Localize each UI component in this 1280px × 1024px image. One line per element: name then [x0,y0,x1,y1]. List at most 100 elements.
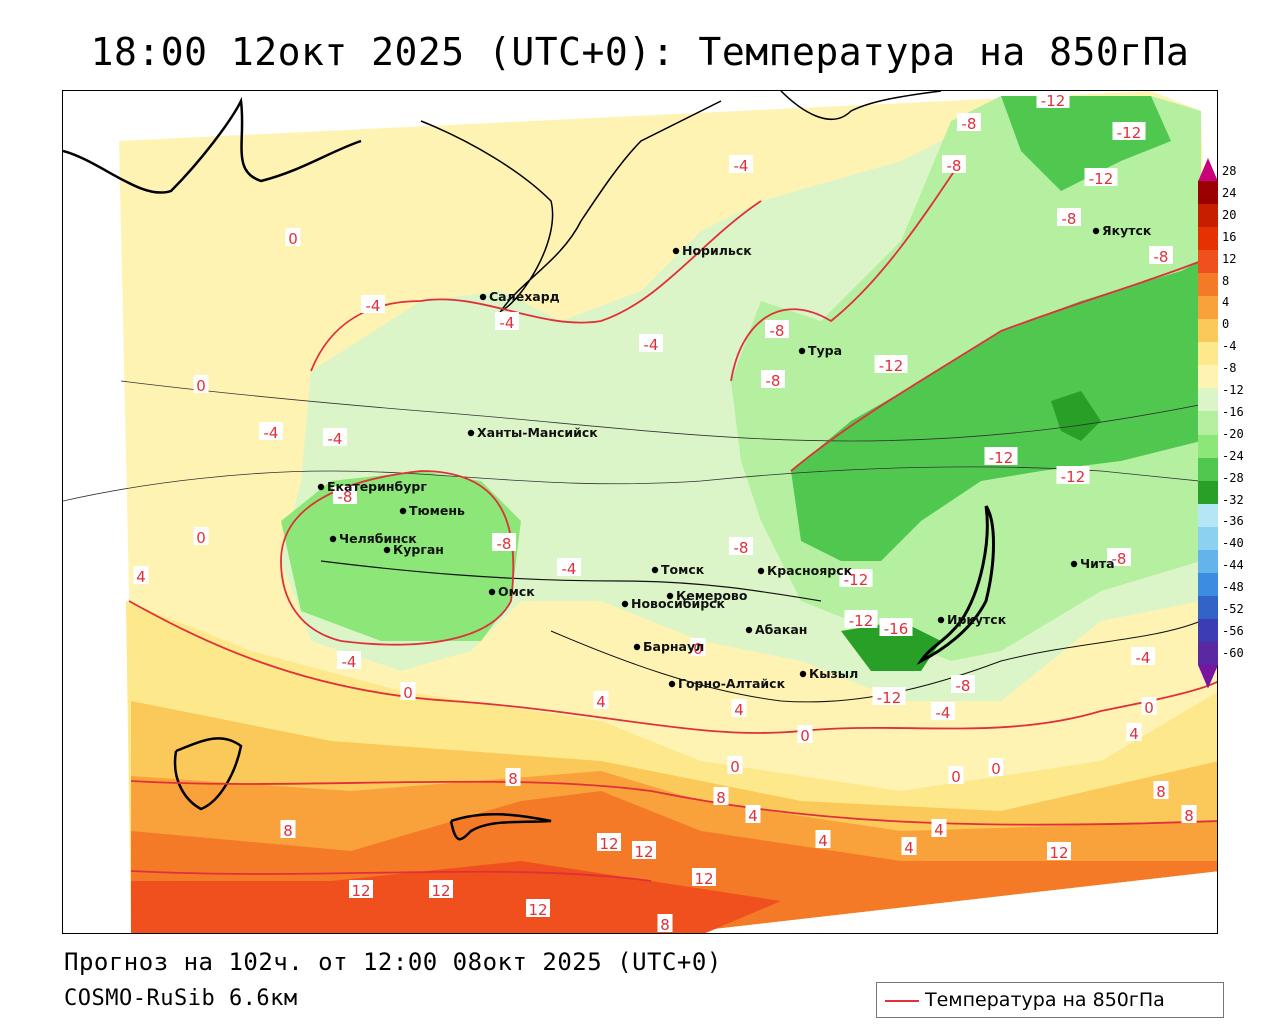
isotherm-labels: 0 -4 -4 -4 -8 -8 -12 -12 -8 -8 -12 -4 -8 -8 -12 0 -4 -4 -8… [133,91,1197,934]
isotherm-label-bg [957,113,981,131]
isotherm-label: 4 [934,821,944,839]
isotherm-label: 4 [748,807,758,825]
isotherm-label: 0 [951,768,961,786]
colorbar-segment [1198,365,1218,389]
colorbar-tick-label: -36 [1222,514,1244,529]
isotherm-label: 0 [1144,699,1154,717]
colorbar-segment [1198,181,1218,205]
city-label: Новосибирск [631,596,726,611]
isotherm-label-bg [729,537,753,555]
city-marker [329,535,337,543]
isotherm-label-bg [1107,548,1131,566]
city-marker [666,592,674,600]
isotherm-label-bg [1153,781,1169,799]
isotherm-label: -8 [766,372,781,390]
city-label: Горно-Алтайск [678,676,786,691]
colorbar-tick-label: -4 [1222,339,1237,354]
isotherm-label-bg [1141,697,1157,715]
isotherm-label: 8 [1184,807,1194,825]
colorbar-tick-label: 8 [1222,273,1230,288]
city-marker [488,588,496,596]
colorbar-segment [1198,388,1218,412]
isotherm-label-bg [1057,208,1081,226]
isotherm-label-bg [639,334,663,352]
isotherm-label-bg [815,830,831,848]
colorbar-tick-label: -40 [1222,536,1244,551]
colorbar-segment [1198,319,1218,343]
isotherm-label: 8 [283,822,293,840]
city-marker [745,626,753,634]
city-label: Кызыл [809,666,858,681]
isotherm-label: -16 [884,620,909,638]
city-marker [672,247,680,255]
colorbar-segment [1198,250,1218,274]
isotherm-label: 8 [716,789,726,807]
isotherm-label-bg [765,320,789,338]
isotherm-label: -8 [956,677,971,695]
colorbar-segment [1198,572,1218,597]
isotherm-label: 12 [634,843,653,861]
colorbar-tick-label: 12 [1222,251,1237,266]
isotherm-label-bg [797,725,813,743]
isotherm-label: -12 [1061,468,1086,486]
isotherm-label-bg [133,566,149,584]
isotherm-label-bg [323,428,347,446]
city-marker [1092,227,1100,235]
colorbar-tick-label: -20 [1222,426,1244,441]
colorbar-segment [1198,595,1218,620]
isotherm-label-bg [713,787,729,805]
isotherm-label-bg [761,370,785,388]
colorbar-tick-label: -52 [1222,602,1244,616]
isotherm-label: 8 [1156,783,1166,801]
isotherm-label-bg [429,880,453,898]
isotherm-label: 8 [660,916,670,934]
temperature-field [63,91,1217,933]
isotherm-label-bg [361,295,385,313]
isotherm-label: 4 [734,701,744,719]
city-marker [467,429,475,437]
city-marker [479,293,487,301]
colorbar-tick-label: -48 [1222,580,1244,595]
model-name: COSMO-RuSib 6.6км [64,986,298,1011]
colorbar-tick-label: 28 [1222,164,1237,178]
city-marker [937,616,945,624]
colorbar-tick-label: 24 [1222,185,1237,200]
colorbar-segment [1198,526,1218,551]
colorbar-tick-label: -60 [1222,645,1244,660]
isotherm-label: 0 [196,529,206,547]
isotherm-label: -4 [644,336,659,354]
isotherm-label: 4 [1129,725,1139,743]
isotherm-label-bg [285,228,301,246]
city-markers: Норильск Якутск Салехард Тура Ханты-Мансийск… [317,223,1152,691]
isotherm-label: -8 [1112,550,1127,568]
isotherm-label-bg [1126,723,1142,741]
city-marker [633,643,641,651]
isotherm-label: -4 [936,704,951,722]
isotherm-label-bg [1181,805,1197,823]
city-marker [383,546,391,554]
colorbar-segment [1198,296,1218,320]
isotherm-label-bg [839,569,873,587]
isotherm-label: 0 [288,230,298,248]
isotherm-label: -12 [879,357,904,375]
isotherm-label: 0 [730,758,740,776]
isotherm-label-bg [874,355,908,373]
isotherm-label-bg [692,868,716,886]
isotherm-label-bg [731,699,747,717]
map-title: 18:00 12окт 2025 (UTC+0): Температура на… [90,30,1190,74]
isotherm-label: -4 [734,157,749,175]
city-label: Абакан [755,622,807,637]
colorbar-tick-label: -8 [1222,361,1237,376]
city-marker [757,567,765,575]
isotherm-label: 0 [196,377,206,395]
isotherm-label: -8 [497,535,512,553]
isotherm-label: 4 [136,568,146,586]
isotherm-label-bg [597,833,621,851]
colorbar-segment [1198,158,1218,182]
temperature-colorbar [1198,158,1218,689]
isotherm-label: -4 [342,653,357,671]
isotherm-label-bg [193,527,209,545]
isotherm-label-bg [1084,168,1118,186]
colorbar-segment [1198,457,1218,482]
isotherm-label-bg [948,766,964,784]
